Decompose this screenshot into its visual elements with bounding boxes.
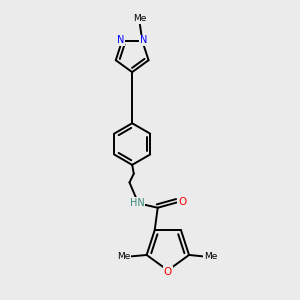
Text: O: O	[164, 267, 172, 277]
Text: Me: Me	[117, 252, 130, 261]
Text: HN: HN	[130, 198, 144, 208]
Text: Me: Me	[133, 14, 147, 23]
Text: N: N	[140, 35, 148, 45]
Text: O: O	[178, 197, 187, 207]
Text: N: N	[117, 35, 124, 45]
Text: Me: Me	[204, 252, 217, 261]
